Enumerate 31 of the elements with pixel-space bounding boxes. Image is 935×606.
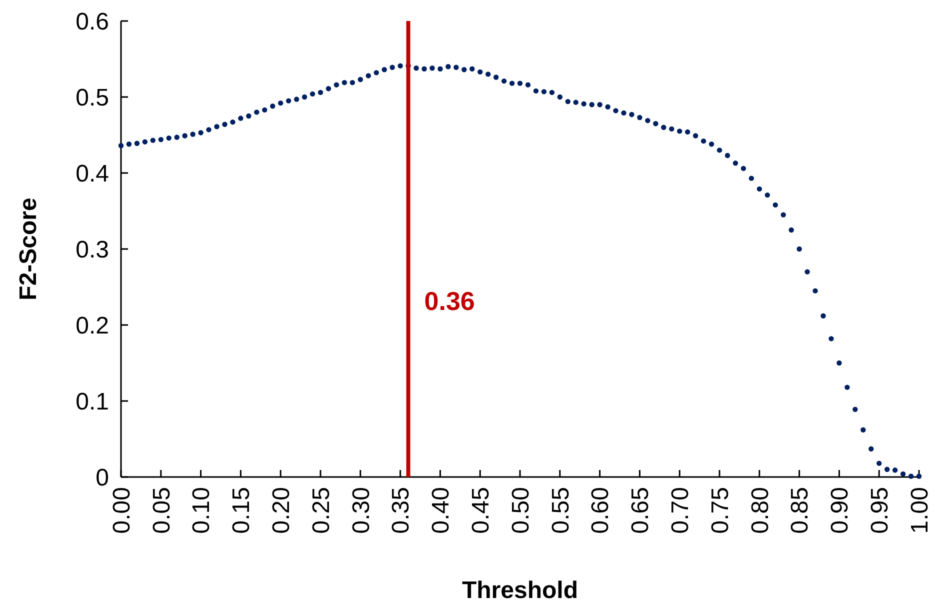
x-tick-label: 0.05 [148,487,176,534]
x-tick-label: 0.45 [468,487,494,534]
x-tick-label: 0.35 [388,487,415,534]
y-tick-label: 0.3 [76,236,109,264]
x-tick-label: 0.40 [428,487,455,534]
y-tick-label: 0.4 [76,160,109,188]
x-tick-label: 0.25 [308,487,335,534]
y-tick-label: 0 [96,464,109,492]
x-tick-label: 0.60 [587,487,614,534]
x-tick-label: 0.90 [826,487,854,534]
y-tick-label: 0.6 [76,8,109,36]
x-tick-label: 0.70 [667,487,694,534]
x-tick-label: 0.95 [866,487,894,534]
y-tick-label: 0.2 [76,312,109,340]
x-tick-label: 0.15 [228,487,256,534]
x-tick-label: 0.50 [507,487,534,534]
x-tick-label: 0.00 [108,487,136,534]
x-tick-label: 0.55 [547,487,574,534]
x-tick-label: 0.65 [627,487,654,534]
x-tick-label: 0.80 [746,487,774,534]
x-axis-title: Threshold [462,577,578,604]
y-axis-title: F2-Score [15,198,42,300]
x-tick-label: 0.75 [706,487,734,534]
y-tick-label: 0.5 [76,84,109,112]
x-tick-label: 0.20 [268,487,295,534]
x-tick-label: 0.85 [786,487,814,534]
ref-line-label: 0.36 [424,286,475,316]
x-tick-label: 0.10 [188,487,216,534]
x-tick-label: 1.00 [906,487,934,534]
y-tick-label: 0.1 [76,388,109,416]
x-tick-label: 0.30 [348,487,375,534]
